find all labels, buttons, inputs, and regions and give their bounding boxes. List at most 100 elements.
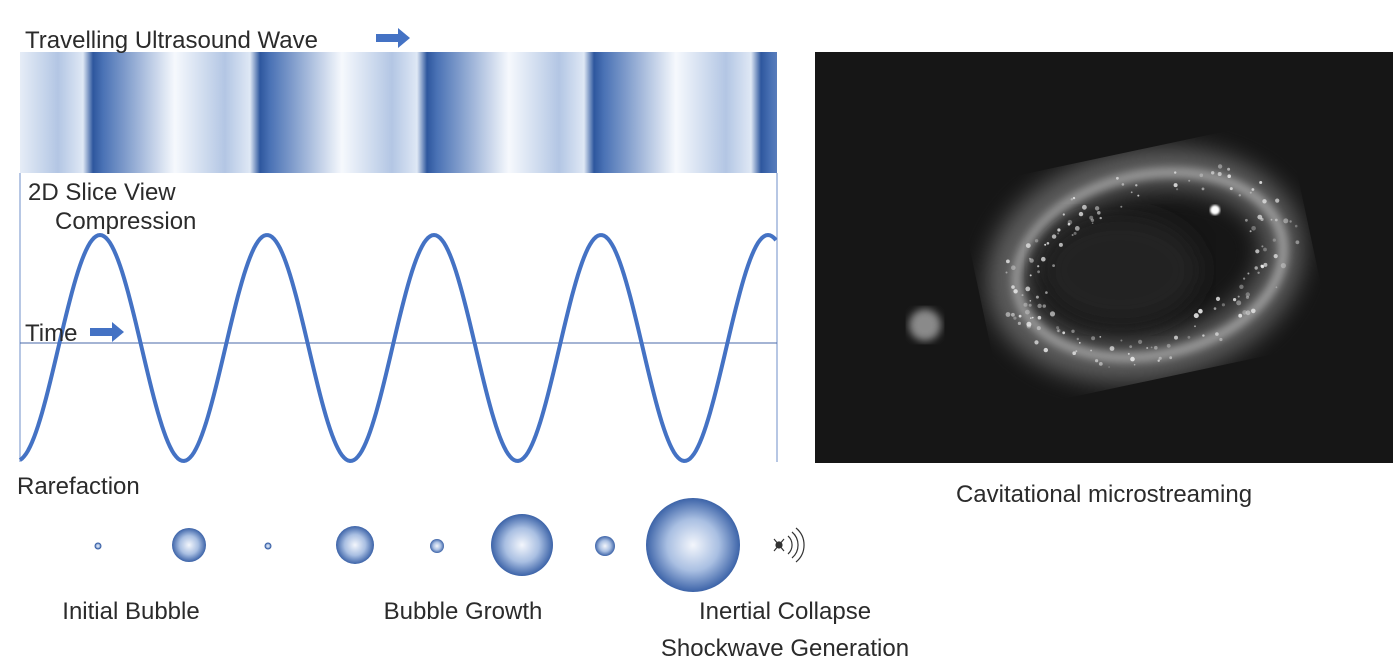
sparkle [1075,226,1080,231]
sparkle [1214,307,1217,310]
sparkle [1227,168,1230,171]
sparkle [1227,174,1231,178]
sparkle [1176,188,1178,190]
sparkle [1130,357,1135,362]
sparkle [1108,366,1110,368]
sparkle [1044,348,1048,352]
sparkle [1029,258,1033,262]
sparkle [1230,187,1233,190]
sparkle [1138,340,1142,344]
wave-title: Travelling Ultrasound Wave [25,27,318,54]
sparkle [1079,212,1083,216]
sparkle [1037,326,1041,330]
sparkle [1238,296,1240,298]
sparkle [1174,336,1178,340]
sparkle [1200,174,1204,178]
sparkle [1273,239,1276,242]
sparkle [1057,232,1059,234]
sparkle [1194,325,1196,327]
sparkle [1174,171,1176,173]
sparkle [1120,340,1122,342]
sparkle [1057,228,1060,231]
sparkle [1052,264,1055,267]
sparkle [1134,364,1136,366]
sparkle [1079,342,1081,344]
sparkle [1006,272,1008,274]
sparkle [1047,242,1050,245]
arrow [90,322,124,342]
sparkle [1158,360,1160,362]
bubble [172,528,206,562]
sparkle [1026,243,1031,248]
sparkle [1211,171,1214,174]
sparkle [1100,217,1102,219]
sparkle [1257,215,1262,220]
sparkle [1036,296,1039,299]
sparkle [1038,316,1042,320]
sparkle [1090,350,1092,352]
sparkle [1259,181,1262,184]
sparkle [1082,205,1087,210]
sparkle [1030,317,1032,319]
sparkle [1275,219,1278,222]
sparkle [1030,274,1032,276]
bubble [265,543,271,549]
sparkle [1218,164,1222,168]
sparkle [1116,177,1119,180]
sparkle [1198,309,1203,314]
sparkle [1271,219,1273,221]
sparkle [1091,336,1095,340]
sparkle [1006,312,1011,317]
photo-caption: Cavitational microstreaming [956,481,1252,508]
sparkle [1122,183,1125,186]
sparkle [1276,286,1278,288]
sparkle [1218,172,1222,176]
shockwave-label: Shockwave Generation [661,635,909,662]
sparkle [1188,180,1190,182]
sparkle [1159,357,1162,360]
sparkle [1092,222,1094,224]
sparkle [1072,234,1074,236]
sparkle [1250,192,1252,194]
sparkle [1037,270,1040,273]
sparkle [1011,313,1015,317]
sparkle [1034,340,1038,344]
sparkle [1011,285,1015,289]
sparkle [1252,188,1255,191]
compression-label: Compression [55,208,196,235]
sparkle [1255,249,1259,253]
sparkle [1251,226,1256,231]
collapse-label: Inertial Collapse [699,598,871,625]
bubble [336,526,374,564]
page: {"wave_panel": {"title": "Travelling Ult… [0,0,1393,667]
sparkle [1146,347,1148,349]
sparkle [1255,266,1258,269]
sparkle [1022,294,1024,296]
rarefaction-label: Rarefaction [17,473,140,500]
sparkle [1219,338,1222,341]
sparkle [1239,285,1243,289]
sparkle [1216,297,1220,301]
sparkle [1013,317,1016,320]
sparkle [1035,239,1038,242]
sparkle [1043,304,1046,307]
growth-label: Bubble Growth [384,598,543,625]
sparkle [1215,332,1219,336]
sparkle [1289,220,1291,222]
sparkle [1246,292,1250,296]
sparkle [1077,338,1079,340]
sparkle [1262,199,1266,203]
initial-label: Initial Bubble [62,598,199,625]
sparkle [1202,188,1205,191]
diagram: Travelling Ultrasound Wave 2D Slice View… [0,0,1393,667]
sparkle [1194,313,1199,318]
sine-wave [20,235,776,461]
sparkle [1075,350,1077,352]
sparkle [1097,211,1101,215]
sparkle [1110,346,1115,351]
bubble [646,498,740,592]
sparkle [1029,304,1032,307]
sparkle [1037,304,1041,308]
sparkle [1188,336,1191,339]
sparkle [1245,219,1248,222]
